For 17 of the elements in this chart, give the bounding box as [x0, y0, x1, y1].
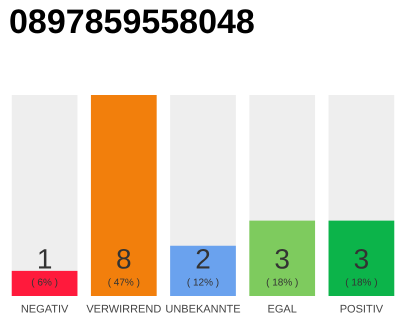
annotation: ( 12% ): [186, 278, 220, 288]
data-label: 8: [116, 244, 132, 274]
annotation: ( 18% ): [266, 278, 298, 288]
annotation: ( 47% ): [108, 278, 140, 288]
annotation: ( 6% ): [31, 278, 58, 288]
bar: [12, 270, 78, 296]
data-label: 1: [36, 244, 52, 274]
data-label: 3: [354, 244, 370, 274]
x-tick-label: POSITIV: [340, 304, 384, 316]
annotation: ( 18% ): [345, 278, 378, 288]
data-label: 2: [195, 244, 211, 274]
x-tick-label: NEGATIV: [20, 304, 69, 316]
chart-title: 0897859558048: [9, 3, 255, 41]
x-tick-label: EGAL: [268, 304, 297, 316]
x-tick-label: UNBEKANNTE: [165, 304, 241, 316]
data-label: 3: [274, 244, 290, 274]
x-tick-label: VERWIRREND: [86, 304, 162, 316]
